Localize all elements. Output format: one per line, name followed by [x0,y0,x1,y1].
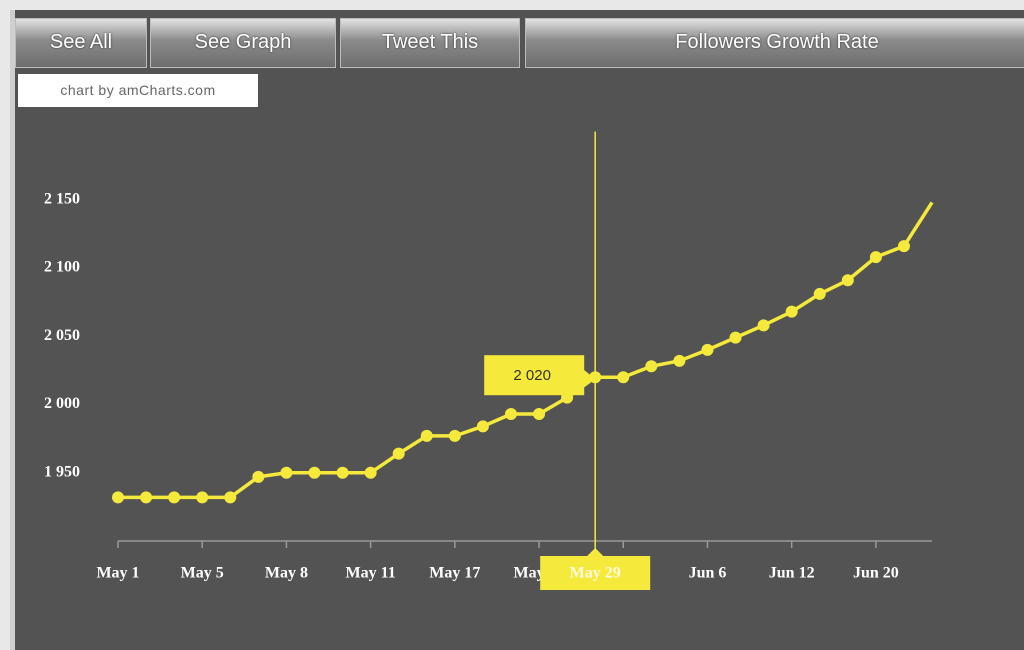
point [897,240,910,253]
point [841,274,854,287]
value-balloon-label: 2 020 [513,367,551,384]
point [701,343,714,356]
point [869,251,882,264]
point [308,466,321,479]
x-tick-label: May 17 [429,565,480,582]
category-balloon [540,556,651,590]
point [280,466,293,479]
point [645,360,658,373]
point [112,491,124,504]
point [252,470,265,483]
value-balloon [484,355,585,396]
point [476,420,489,433]
point [420,429,433,442]
point [448,429,461,442]
tab[interactable]: Tweet This [340,18,520,68]
point [729,331,742,344]
line [118,201,934,500]
y-tick-label: 1 950 [44,463,80,480]
x-tick-label: May 8 [265,565,308,582]
point [140,491,153,504]
point [785,305,798,318]
balloon-pointer [587,548,604,556]
x-tick-label: Jun 6 [689,565,727,582]
window: See All See Graph Tweet This Followers G… [10,10,1024,650]
tab[interactable]: Followers Growth Rate [525,18,1024,68]
tab[interactable]: See Graph [150,18,336,68]
tab[interactable]: See All [15,18,147,68]
y-tick-label: 2 000 [44,395,80,412]
x-tick-label: Jun 12 [769,565,815,582]
x-tick-label: May 11 [346,565,396,582]
point [224,491,237,504]
point [364,466,377,479]
point [813,287,826,300]
x-tick-label: May 5 [181,565,224,582]
point [504,408,517,421]
point [392,447,405,460]
point [196,491,209,504]
credit[interactable]: chart by amCharts.com [18,74,258,107]
y-tick-label: 2 100 [44,259,80,276]
x-tick-label: Jun 20 [853,565,899,582]
x-tick-label: May 1 [96,565,139,582]
point [673,354,686,367]
category-balloon-label: May 29 [570,565,621,582]
point [757,319,770,332]
balloon-pointer [583,369,594,386]
y-tick-label: 2 050 [44,327,80,344]
point [168,491,181,504]
point [617,371,630,384]
point [533,408,546,421]
point [336,466,349,479]
y-tick-label: 2 150 [44,190,80,207]
